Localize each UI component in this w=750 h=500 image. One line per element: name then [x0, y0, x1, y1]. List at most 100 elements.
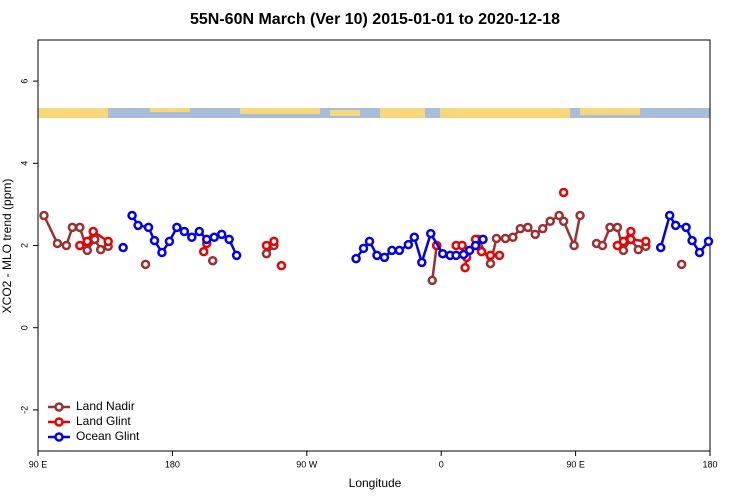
data-point [458, 249, 469, 260]
data-point [89, 234, 100, 245]
data-point [425, 228, 436, 239]
data-point [655, 242, 666, 253]
y-tick-label: 4 [19, 161, 29, 166]
data-point [387, 245, 397, 256]
data-point [201, 234, 212, 245]
data-point [82, 245, 93, 256]
data-point [460, 262, 470, 273]
data-point [364, 236, 375, 247]
data-point [470, 240, 481, 251]
data-point [575, 210, 585, 221]
data-point [140, 259, 151, 270]
data-point [485, 258, 496, 269]
data-point [133, 220, 143, 231]
data-point [545, 216, 555, 227]
data-point [372, 250, 382, 261]
legend-marker [54, 432, 64, 442]
y-tick-label: -2 [19, 406, 29, 414]
data-point [523, 222, 533, 233]
legend-label: Land Nadir [76, 399, 135, 413]
data-point [199, 246, 209, 257]
data-point [664, 210, 675, 221]
data-point [618, 245, 629, 256]
data-point [626, 234, 636, 245]
x-tick-label: 180 [702, 459, 717, 469]
data-point [618, 236, 629, 247]
data-point [276, 260, 287, 271]
legend-marker [54, 417, 64, 427]
data-point [457, 240, 467, 251]
data-point [491, 233, 502, 244]
data-point [409, 232, 420, 243]
data-point [231, 250, 242, 261]
data-point [641, 236, 651, 247]
data-point [269, 236, 279, 247]
data-point [143, 222, 154, 233]
data-point [194, 226, 205, 237]
data-point [379, 252, 390, 263]
data-point [537, 223, 548, 234]
data-point [417, 257, 427, 268]
data-point [95, 244, 106, 255]
data-point [476, 246, 487, 257]
data-point [67, 222, 78, 233]
data-point [451, 250, 461, 261]
data-point [694, 247, 705, 258]
data-point [485, 250, 496, 261]
data-point [82, 236, 93, 247]
data-point [351, 253, 361, 264]
data-point [88, 226, 99, 237]
data-point [427, 275, 437, 286]
data-point [554, 210, 564, 221]
y-axis-label: XCO2 - MLO trend (ppm) [0, 179, 14, 314]
data-point [670, 220, 681, 231]
data-point [172, 222, 182, 233]
data-point [605, 222, 615, 233]
data-point [681, 222, 691, 233]
legend-marker [54, 402, 64, 412]
data-point [597, 240, 608, 251]
data-point [261, 240, 272, 251]
data-point [558, 187, 569, 198]
data-point [558, 216, 569, 227]
data-point [39, 210, 49, 221]
data-point [515, 223, 526, 234]
x-tick-label: 90 W [296, 459, 318, 469]
data-point [179, 226, 190, 237]
data-point [52, 238, 63, 249]
y-tick-label: 2 [19, 243, 29, 248]
x-axis-label: Longitude [349, 476, 402, 490]
data-point [612, 222, 623, 233]
legend-label: Land Glint [76, 414, 131, 428]
data-point [676, 259, 687, 270]
data-point [569, 240, 579, 251]
data-point [103, 236, 113, 247]
data-point [261, 248, 272, 259]
data-point [358, 243, 369, 254]
data-point [508, 232, 518, 243]
data-point [75, 240, 85, 251]
data-point [164, 236, 175, 247]
data-point [207, 255, 218, 266]
data-point [437, 248, 448, 259]
map-strip [38, 108, 710, 118]
data-point [500, 233, 511, 244]
data-point [612, 240, 623, 251]
data-point [75, 222, 85, 233]
data-point [394, 245, 405, 256]
data-point [687, 235, 697, 246]
data-point [224, 234, 234, 245]
data-point [118, 242, 128, 253]
data-point [216, 229, 227, 240]
data-point [403, 239, 414, 250]
data-point [703, 236, 714, 247]
data-point [633, 244, 644, 255]
x-tick-label: 0 [439, 459, 444, 469]
y-tick-label: 6 [19, 79, 29, 84]
data-point [464, 245, 475, 256]
x-tick-label: 180 [165, 459, 180, 469]
y-tick-label: 0 [19, 325, 29, 330]
x-tick-label: 90 E [566, 459, 585, 469]
x-tick-label: 90 E [29, 459, 48, 469]
